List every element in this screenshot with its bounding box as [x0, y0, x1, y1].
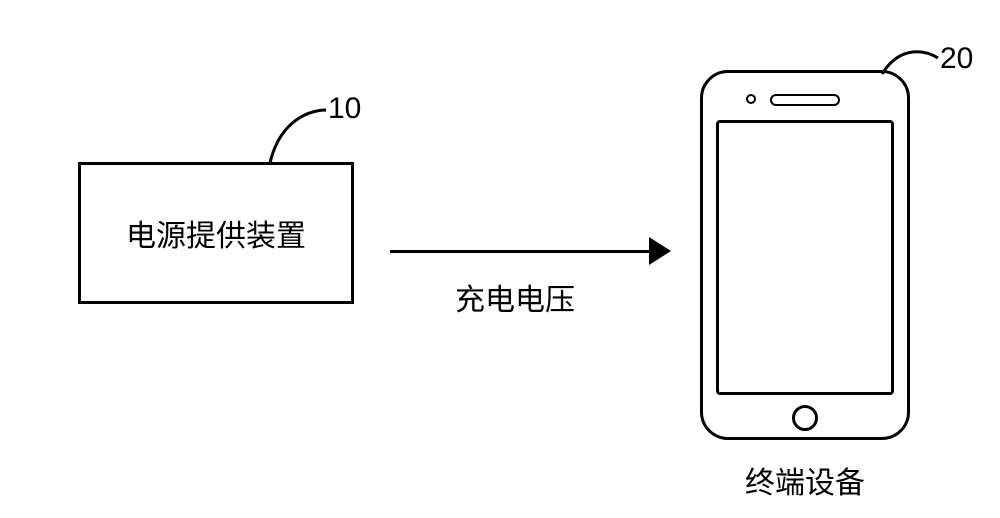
- terminal-device: [0, 0, 1000, 518]
- phone-speaker-icon: [770, 94, 840, 106]
- ref-20-label: 20: [940, 42, 973, 76]
- phone-screen: [716, 120, 894, 395]
- phone-camera-icon: [746, 94, 756, 104]
- terminal-device-caption: 终端设备: [745, 458, 865, 502]
- diagram-canvas: 电源提供装置 10 充电电压 终端设备 20: [0, 0, 1000, 518]
- phone-home-button-icon: [792, 405, 818, 431]
